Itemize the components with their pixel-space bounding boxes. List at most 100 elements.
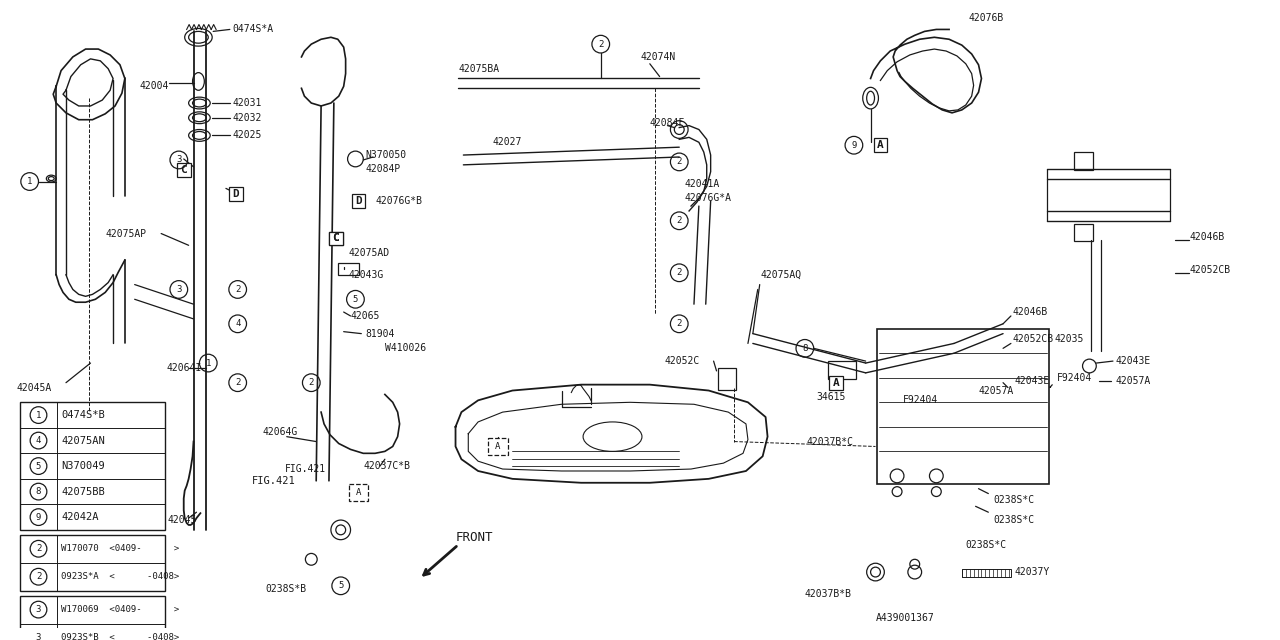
Text: 5: 5 [353,295,358,304]
Text: 42043E: 42043E [1116,356,1151,366]
Text: A: A [495,442,500,451]
Text: FRONT: FRONT [456,531,493,544]
Bar [1074,152,1093,170]
Text: 8: 8 [803,344,808,353]
Text: 42027: 42027 [493,137,522,147]
Text: 42041A: 42041A [684,179,719,189]
Text: 42045A: 42045A [17,383,52,392]
Text: 1: 1 [206,358,211,367]
Text: 42037B*B: 42037B*B [805,589,852,598]
Bar [177,163,191,177]
FancyArrowPatch shape [968,392,973,396]
Text: 1: 1 [36,411,41,420]
Bar [20,403,165,530]
Text: 0474S*A: 0474S*A [233,24,274,35]
Text: N370049: N370049 [61,461,105,471]
Text: 2: 2 [36,544,41,553]
Text: N370050: N370050 [365,150,406,160]
Text: 42045: 42045 [168,515,196,525]
Text: A: A [356,488,361,497]
Text: 2: 2 [677,268,682,277]
Text: 0238S*C: 0238S*C [993,515,1034,525]
Text: F92404: F92404 [902,396,938,405]
Text: 42037C*B: 42037C*B [364,461,411,471]
Bar [20,535,165,591]
Text: 0238S*C: 0238S*C [966,540,1007,550]
Text: 42064G: 42064G [262,427,297,436]
Text: 42075BB: 42075BB [61,486,105,497]
Text: 42035: 42035 [1055,333,1083,344]
Text: 1: 1 [27,177,32,186]
Text: 3: 3 [177,156,182,164]
Text: 42075AQ: 42075AQ [760,269,801,280]
Text: 2: 2 [236,378,241,387]
Bar [878,329,1050,484]
Text: 2: 2 [236,285,241,294]
Text: 0474S*B: 0474S*B [61,410,105,420]
Bar [329,232,343,245]
Text: FIG.421: FIG.421 [251,476,296,486]
Text: W410026: W410026 [385,343,426,353]
Text: 81904: 81904 [365,328,394,339]
Text: D: D [355,196,362,206]
Text: W170070  <0409-      >: W170070 <0409- > [61,544,179,553]
Text: C: C [333,234,339,243]
Text: 42075BA: 42075BA [458,64,499,74]
Bar [961,569,1011,577]
Text: F92404: F92404 [1057,372,1092,383]
Text: 42037B*C: 42037B*C [806,436,854,447]
Text: 2: 2 [677,216,682,225]
Text: 42084F: 42084F [650,118,685,127]
Text: 42043G: 42043G [348,269,384,280]
Text: 42057A: 42057A [978,385,1014,396]
Bar [348,484,369,501]
Bar [718,368,736,390]
Bar [229,188,243,201]
Text: 2: 2 [36,572,41,581]
Text: C: C [333,234,339,243]
Text: 3: 3 [36,633,41,640]
Text: 3: 3 [36,605,41,614]
Text: 3: 3 [177,285,182,294]
Text: 42037Y: 42037Y [1015,567,1050,577]
Bar [828,361,856,379]
Text: 42076G*A: 42076G*A [684,193,731,204]
Text: 42052CB: 42052CB [1012,333,1053,344]
Text: 42084P: 42084P [365,164,401,174]
Text: 42043E: 42043E [1015,376,1050,386]
Text: 42075AD: 42075AD [348,248,389,258]
Text: 0923S*A  <      -0408>: 0923S*A < -0408> [61,572,179,581]
Text: 4: 4 [36,436,41,445]
Text: 42052CB: 42052CB [1189,265,1230,275]
Bar [488,438,508,455]
Text: 42065: 42065 [351,311,380,321]
Text: 0238S*C: 0238S*C [993,495,1034,506]
Text: W170069  <0409-      >: W170069 <0409- > [61,605,179,614]
Text: 8: 8 [36,487,41,496]
Text: 42076G*B: 42076G*B [375,196,422,206]
Text: 42032: 42032 [233,113,262,123]
Text: 9: 9 [36,513,41,522]
Bar [873,138,887,152]
Text: 0238S*B: 0238S*B [265,584,306,594]
Text: 5: 5 [36,461,41,470]
Text: 42052C: 42052C [664,356,700,366]
Text: 42074N: 42074N [640,52,676,62]
Text: 5: 5 [338,581,343,590]
Text: 4: 4 [236,319,241,328]
Text: 2: 2 [308,378,314,387]
Bar [329,232,343,245]
Text: C: C [180,164,187,175]
Text: 0923S*B  <      -0408>: 0923S*B < -0408> [61,633,179,640]
Text: 42046B: 42046B [1012,307,1048,317]
Text: 42075AN: 42075AN [61,436,105,445]
Text: FIG.421: FIG.421 [284,464,326,474]
FancyArrowPatch shape [1050,385,1052,387]
Bar [338,263,360,275]
Text: 34615: 34615 [817,392,846,403]
Text: 2: 2 [677,157,682,166]
Bar [352,195,365,208]
Text: 2: 2 [677,319,682,328]
Text: A: A [833,378,840,388]
Text: D: D [233,189,239,199]
